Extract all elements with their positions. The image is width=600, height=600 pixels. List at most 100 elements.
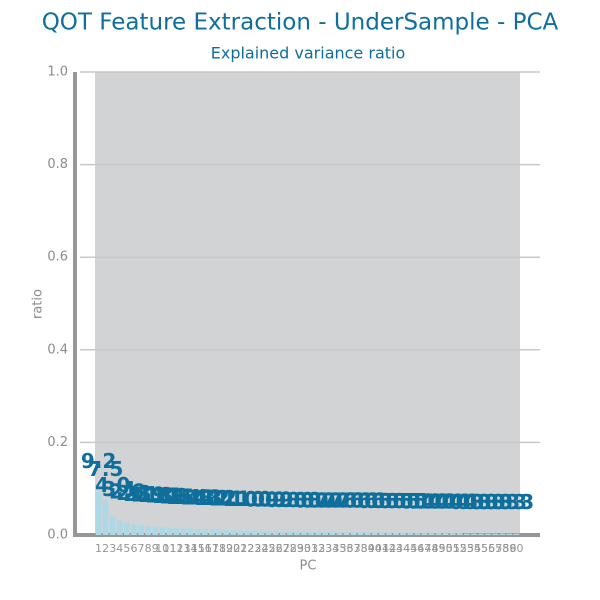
bar <box>322 531 329 535</box>
x-tick-label: 4 <box>116 542 123 555</box>
value-label: 1.7 <box>145 484 180 508</box>
x-tick-label: 28 <box>283 542 297 555</box>
x-tick-label: 42 <box>382 542 396 555</box>
bar <box>308 531 314 535</box>
x-tick-label: 9 <box>152 542 159 555</box>
bar <box>251 530 258 535</box>
x-tick-label: 45 <box>403 542 417 555</box>
x-tick-label: 35 <box>332 542 346 555</box>
value-label: 0.7 <box>307 488 342 512</box>
value-label: 0.3 <box>477 490 512 514</box>
x-tick-label: 30 <box>297 542 311 555</box>
x-tick-label: 55 <box>474 542 488 555</box>
value-label: 9.2 <box>81 449 116 473</box>
bar <box>138 525 144 535</box>
x-tick-label: 52 <box>453 542 467 555</box>
bar <box>414 533 421 535</box>
value-label: 0.3 <box>449 490 484 514</box>
bar <box>301 531 307 535</box>
bar <box>379 532 385 535</box>
bar <box>357 532 364 535</box>
bar <box>393 532 399 535</box>
value-label: 0.8 <box>272 488 307 512</box>
x-tick-label: 23 <box>247 542 261 555</box>
bar <box>294 531 300 535</box>
x-tick-label: 27 <box>276 542 290 555</box>
x-tick-label: 48 <box>424 542 438 555</box>
bar <box>513 533 520 535</box>
x-tick-label: 17 <box>205 542 219 555</box>
bar <box>478 533 484 535</box>
value-label: 1.4 <box>166 485 201 509</box>
value-label: 0.3 <box>485 490 520 514</box>
bar <box>336 532 343 535</box>
bar <box>265 530 272 535</box>
value-label: 0.6 <box>343 489 378 513</box>
bar <box>230 529 236 535</box>
x-tick-label: 51 <box>446 542 460 555</box>
bar <box>407 532 414 535</box>
x-tick-label: 2 <box>102 542 109 555</box>
x-tick-label: 12 <box>169 542 183 555</box>
x-tick-label: 58 <box>495 542 509 555</box>
value-label: 0.3 <box>470 490 505 514</box>
value-label: 1.0 <box>230 487 265 511</box>
x-tick-label: 32 <box>311 542 325 555</box>
value-label: 0.7 <box>300 488 335 512</box>
x-tick-label: 15 <box>191 542 205 555</box>
value-label: 0.9 <box>244 487 279 511</box>
bar <box>456 533 463 535</box>
value-label: 2.6 <box>109 479 144 503</box>
bar <box>506 533 513 535</box>
value-label: 3.1 <box>102 477 137 501</box>
value-label: 1.6 <box>152 484 187 508</box>
value-label: 0.6 <box>336 489 371 513</box>
value-label: 4.0 <box>95 473 130 497</box>
y-tick-label: 0.6 <box>47 250 68 265</box>
bar <box>279 531 286 535</box>
value-label: 0.8 <box>265 488 300 512</box>
bar <box>371 532 378 535</box>
x-tick-label: 60 <box>509 542 523 555</box>
bar <box>116 520 123 535</box>
value-label: 0.5 <box>378 489 413 513</box>
bar <box>166 527 173 535</box>
value-label: 0.3 <box>463 490 498 514</box>
chart-subtitle: Explained variance ratio <box>211 44 406 63</box>
x-tick-label: 29 <box>290 542 304 555</box>
plot-area <box>95 72 520 535</box>
bar <box>315 531 321 535</box>
x-tick-label: 6 <box>130 542 137 555</box>
bar <box>364 532 371 535</box>
value-label: 0.4 <box>442 490 477 514</box>
bar <box>216 529 222 535</box>
x-tick-label: 59 <box>502 542 516 555</box>
value-label: 0.6 <box>322 489 357 513</box>
bar <box>421 533 428 535</box>
x-tick-label: 21 <box>233 542 247 555</box>
x-tick-label: 11 <box>162 542 176 555</box>
x-tick-label: 8 <box>145 542 152 555</box>
value-label: 1.1 <box>208 486 243 510</box>
value-label: 1.0 <box>222 487 257 511</box>
bar <box>400 532 406 535</box>
bar <box>343 532 350 535</box>
value-label: 1.5 <box>159 485 194 509</box>
x-tick-label: 10 <box>155 542 169 555</box>
x-tick-label: 34 <box>325 542 339 555</box>
bar <box>159 527 166 535</box>
x-tick-label: 14 <box>184 542 198 555</box>
value-label: 1.1 <box>215 486 250 510</box>
x-tick-label: 22 <box>240 542 254 555</box>
y-tick-label: 0.4 <box>47 342 68 357</box>
x-tick-label: 16 <box>198 542 212 555</box>
x-tick-label: 38 <box>354 542 368 555</box>
y-tick-label: 0.8 <box>47 157 68 172</box>
value-label: 7.5 <box>88 457 123 481</box>
bar <box>449 533 456 535</box>
bar <box>499 533 506 535</box>
value-label: 0.5 <box>371 489 406 513</box>
bar <box>442 533 449 535</box>
value-label: 0.3 <box>456 490 491 514</box>
